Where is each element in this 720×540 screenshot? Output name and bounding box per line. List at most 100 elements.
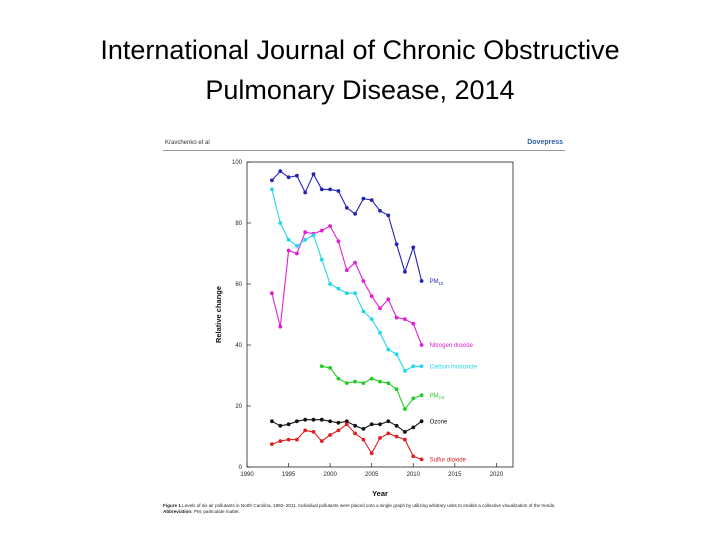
data-point-pm-2-5: [403, 407, 407, 411]
abbreviation-line: Abbreviation: PM, particulate matter.: [163, 509, 568, 515]
data-point-sulfur-dioxide: [369, 451, 374, 456]
data-point-sulfur-dioxide: [386, 431, 391, 436]
data-point-carbon-monoxide: [311, 233, 316, 238]
data-point-nitrogen-dioxide: [270, 291, 274, 296]
caption-label: Figure 1: [163, 503, 181, 508]
data-point-nitrogen-dioxide: [336, 239, 341, 244]
data-point-ozone: [295, 419, 299, 424]
data-point-carbon-monoxide: [278, 221, 283, 225]
data-point-carbon-monoxide: [419, 364, 424, 369]
data-point-sulfur-dioxide: [311, 430, 316, 434]
data-point-pm-10: [311, 172, 316, 177]
slide-title-line-2: Pulmonary Disease, 2014: [205, 75, 515, 105]
x-tick-label: 1990: [240, 472, 254, 478]
data-point-carbon-monoxide: [319, 257, 324, 262]
data-point-nitrogen-dioxide: [328, 224, 332, 228]
data-point-sulfur-dioxide: [278, 439, 283, 443]
data-point-pm-2-5: [369, 376, 374, 381]
data-point-pm-10: [270, 178, 274, 183]
series-label-nitrogen-dioxide: Nitrogen dioxide: [430, 343, 474, 349]
data-point-pm-2-5: [344, 381, 349, 385]
data-point-ozone: [361, 427, 366, 431]
data-point-nitrogen-dioxide: [319, 228, 324, 233]
data-point-pm-2-5: [386, 381, 391, 385]
data-point-sulfur-dioxide: [344, 422, 349, 427]
data-point-carbon-monoxide: [295, 244, 299, 248]
data-point-pm-10: [336, 189, 341, 193]
data-point-pm-2-5: [319, 364, 324, 369]
data-point-carbon-monoxide: [353, 291, 357, 296]
data-point-pm-2-5: [419, 393, 424, 398]
data-point-carbon-monoxide: [336, 286, 341, 291]
author-label: Kravchenko et al: [165, 140, 210, 146]
data-point-carbon-monoxide: [411, 364, 416, 369]
data-point-sulfur-dioxide: [270, 442, 274, 446]
data-point-nitrogen-dioxide: [411, 321, 416, 326]
pollutant-line-chart: 0 20 40 60 80 100 1990 1995 2000 2005 2010 2015 2020…: [214, 160, 514, 498]
data-point-carbon-monoxide: [303, 237, 308, 242]
series-label-pm-10: PM10: [430, 279, 444, 286]
data-point-ozone: [319, 417, 324, 422]
data-point-sulfur-dioxide: [419, 457, 424, 462]
y-tick-label: 100: [232, 160, 243, 166]
abbreviation-text: PM, particulate matter.: [193, 509, 240, 514]
y-tick-label: 40: [235, 343, 242, 349]
series-label-ozone: Ozone: [430, 419, 448, 425]
y-tick-label: 20: [235, 404, 242, 410]
data-point-ozone: [270, 419, 274, 424]
data-point-pm-10: [369, 198, 374, 202]
data-point-nitrogen-dioxide: [353, 260, 357, 265]
data-point-carbon-monoxide: [386, 347, 391, 352]
caption-line: Figure 1 Levels of six air pollutants in…: [163, 503, 568, 509]
data-point-sulfur-dioxide: [361, 437, 366, 442]
data-point-ozone: [386, 419, 391, 424]
data-point-sulfur-dioxide: [411, 454, 416, 459]
y-tick-label: 80: [235, 221, 242, 227]
journal-figure: Kravchenko et al Dovepress 0 20 40 60 80 100 1…: [160, 133, 570, 530]
data-point-ozone: [303, 417, 308, 422]
data-point-ozone: [394, 423, 399, 428]
data-point-nitrogen-dioxide: [344, 268, 349, 273]
data-point-nitrogen-dioxide: [286, 248, 291, 253]
data-point-ozone: [403, 430, 407, 434]
data-point-pm-10: [344, 205, 349, 210]
x-tick-label: 2010: [407, 472, 421, 478]
data-point-ozone: [344, 419, 349, 424]
x-tick-label: 2005: [365, 472, 379, 478]
x-tick-label: 2000: [323, 472, 337, 478]
figure-caption: Figure 1 Levels of six air pollutants in…: [163, 503, 568, 515]
data-point-ozone: [286, 422, 291, 427]
figure-header: Kravchenko et al Dovepress: [163, 138, 565, 151]
series-label-carbon-monoxide: Carbon monoxide: [430, 364, 478, 370]
data-point-ozone: [411, 425, 416, 430]
data-point-ozone: [311, 417, 316, 422]
data-point-nitrogen-dioxide: [278, 324, 283, 329]
data-point-carbon-monoxide: [361, 309, 366, 314]
data-point-nitrogen-dioxide: [403, 317, 407, 321]
data-point-pm-10: [403, 269, 407, 274]
x-tick-label: 2015: [448, 472, 462, 478]
data-point-nitrogen-dioxide: [378, 306, 382, 311]
data-point-sulfur-dioxide: [328, 433, 332, 437]
data-point-pm-2-5: [336, 376, 341, 381]
data-point-carbon-monoxide: [286, 237, 291, 242]
caption-text: Levels of six air pollutants in North Ca…: [182, 503, 556, 508]
data-point-nitrogen-dioxide: [369, 294, 374, 299]
slide-title-line-1: International Journal of Chronic Obstruc…: [100, 35, 620, 65]
x-axis-label: Year: [372, 489, 388, 498]
data-point-pm-10: [394, 242, 399, 247]
data-point-sulfur-dioxide: [319, 439, 324, 443]
data-point-carbon-monoxide: [394, 352, 399, 357]
data-point-sulfur-dioxide: [336, 428, 341, 433]
y-axis-label: Relative change: [214, 286, 223, 343]
series-line-carbon-monoxide: [271, 189, 422, 372]
series-line-pm-2-5: [321, 365, 422, 411]
data-point-pm-10: [286, 175, 291, 180]
data-point-nitrogen-dioxide: [295, 251, 299, 256]
series-line-pm-10: [271, 170, 423, 282]
y-tick-label: 60: [235, 282, 242, 288]
data-point-pm-10: [411, 245, 416, 250]
data-point-carbon-monoxide: [270, 187, 274, 192]
data-point-ozone: [328, 419, 332, 424]
data-point-pm-10: [328, 187, 332, 192]
